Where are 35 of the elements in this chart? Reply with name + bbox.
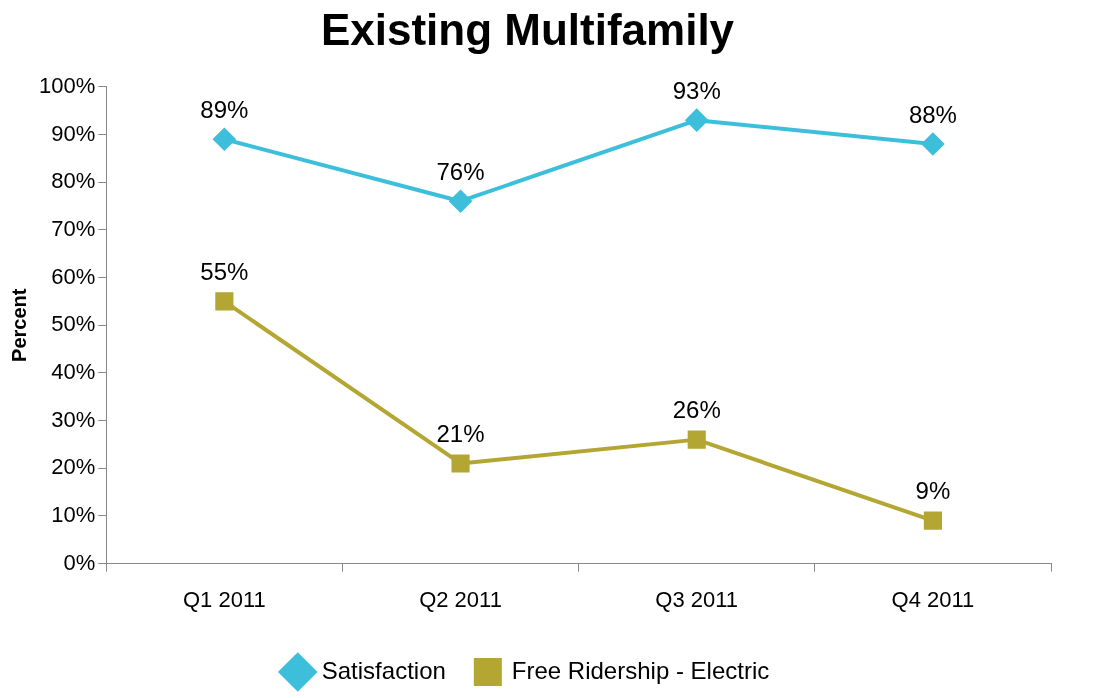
y-tick-label: 0% <box>63 549 96 575</box>
point <box>923 511 942 530</box>
x-tick-label: Q2 2011 <box>419 586 502 612</box>
y-tick-label: 100% <box>38 72 96 98</box>
data-label: 9% <box>915 477 951 505</box>
point <box>451 454 470 473</box>
y-tick-label: 20% <box>51 454 96 480</box>
point <box>687 430 706 449</box>
x-tick-label: Q3 2011 <box>655 586 739 612</box>
data-label: 21% <box>436 420 485 448</box>
y-tick-label: 80% <box>51 168 96 194</box>
y-axis-title: Percent <box>7 288 30 362</box>
y-tick-label: 50% <box>51 311 96 337</box>
y-tick-label: 10% <box>51 501 96 527</box>
y-tick-label: 30% <box>51 406 96 432</box>
data-label: 55% <box>200 257 249 285</box>
x-tick-label: Q4 2011 <box>891 586 975 612</box>
data-label: 93% <box>672 76 721 104</box>
point <box>215 292 234 311</box>
point <box>921 133 944 156</box>
data-label: 89% <box>200 95 249 123</box>
y-tick-label: 60% <box>51 263 96 289</box>
chart-title: Existing Multifamily <box>320 4 735 54</box>
x-tick-label: Q1 2011 <box>182 586 266 612</box>
legend-label: Free Ridership - Electric <box>511 656 770 684</box>
point <box>213 128 236 151</box>
data-label: 26% <box>672 396 721 424</box>
y-tick-label: 90% <box>51 120 96 146</box>
y-tick-label: 40% <box>51 358 96 384</box>
data-label: 88% <box>908 100 957 128</box>
legend-label: Satisfaction <box>321 656 446 684</box>
data-label: 76% <box>436 157 485 185</box>
point <box>685 109 708 132</box>
point <box>449 190 472 213</box>
y-tick-label: 70% <box>51 215 96 241</box>
